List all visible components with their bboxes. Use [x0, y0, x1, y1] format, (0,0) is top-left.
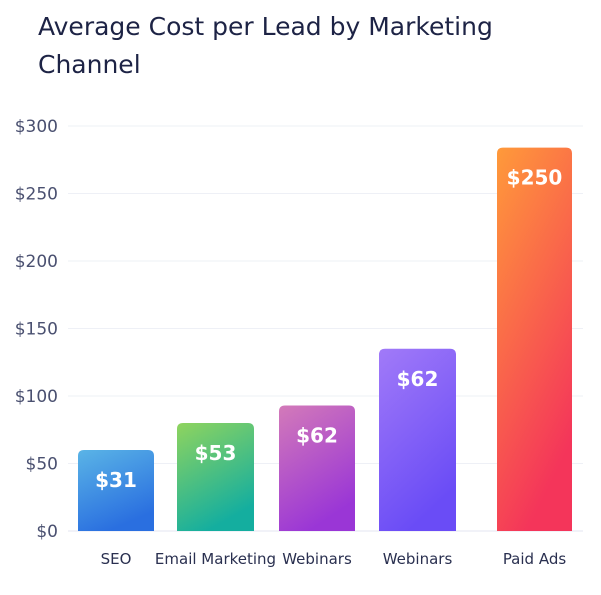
data-label: $62: [296, 423, 338, 447]
data-label: $31: [95, 468, 137, 492]
y-tick-label: $250: [15, 185, 58, 205]
x-tick-label: Email Marketing: [155, 550, 276, 568]
y-tick-label: $100: [15, 387, 58, 407]
bar: [177, 423, 254, 531]
y-tick-label: $150: [15, 320, 58, 340]
y-tick-label: $50: [26, 455, 58, 475]
bar: [78, 450, 154, 531]
y-tick-label: $300: [15, 117, 58, 137]
data-label: $250: [507, 166, 563, 190]
bar: [379, 348, 456, 531]
bar: [497, 147, 572, 531]
y-tick-label: $0: [36, 522, 58, 542]
x-tick-label: Webinars: [282, 550, 352, 568]
bar: [279, 405, 355, 531]
chart-title: Average Cost per Lead by Marketing Chann…: [38, 12, 493, 79]
data-label: $62: [397, 367, 439, 391]
x-tick-label: Paid Ads: [503, 550, 567, 568]
data-label: $53: [195, 441, 237, 465]
x-tick-label: Webinars: [383, 550, 453, 568]
x-tick-label: SEO: [101, 550, 132, 568]
y-tick-label: $200: [15, 252, 58, 272]
